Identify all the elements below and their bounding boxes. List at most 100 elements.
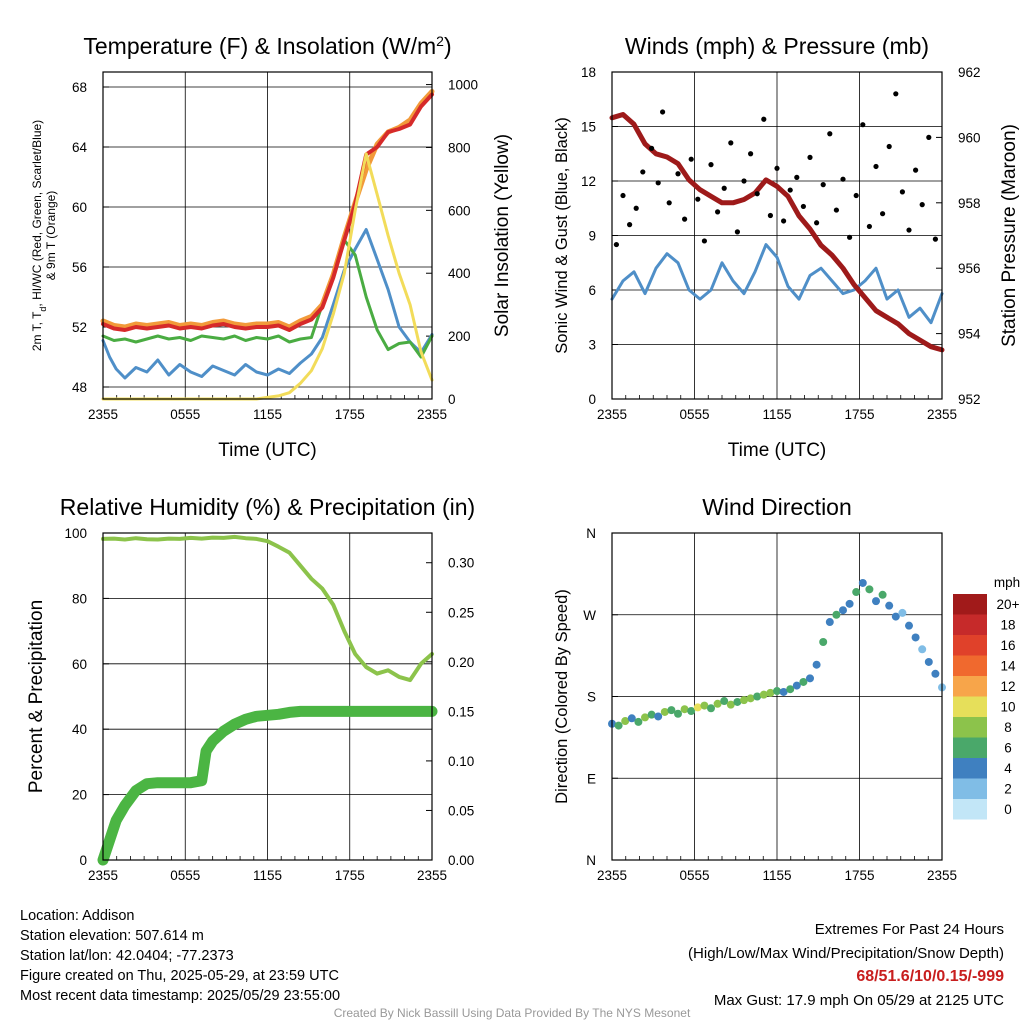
y-tick-label: 40: [72, 722, 87, 737]
extremes-info: Extremes For Past 24 Hours (High/Low/Max…: [688, 918, 1004, 1012]
gust-point: [767, 212, 774, 219]
direction-point: [621, 717, 630, 726]
wind-series-line: [609, 112, 945, 353]
y-tick-label: 48: [72, 380, 87, 395]
legend-swatch: [953, 696, 987, 717]
direction-point: [733, 697, 742, 706]
legend-swatch: [953, 635, 987, 656]
gust-point: [800, 203, 807, 210]
gust-point: [715, 209, 721, 215]
legend-label: 0: [1004, 802, 1012, 817]
gust-point: [666, 200, 672, 206]
y2-tick-label: 0.05: [448, 803, 474, 818]
gust-point: [913, 167, 919, 173]
direction-point: [885, 601, 894, 610]
gust-point: [814, 220, 820, 226]
gust-point: [906, 227, 912, 233]
y2-tick-label: 200: [448, 329, 471, 344]
temp-ylabel-line1: 2m T, Td, HI/WC (Red, Green, Scarlet/Blu…: [30, 120, 48, 351]
direction-point: [687, 707, 696, 716]
dir-ylabel: Direction (Colored By Speed): [553, 589, 571, 804]
temp-frame: [102, 71, 433, 400]
direction-point: [858, 578, 867, 587]
direction-point: [726, 700, 735, 709]
rh-ylabel: Percent & Precipitation: [26, 600, 47, 793]
x-tick-label: 2355: [417, 868, 447, 883]
legend-label: 12: [1000, 679, 1015, 694]
gust-point: [728, 140, 734, 146]
direction-point: [878, 590, 887, 599]
y2-tick-label: 1000: [448, 78, 478, 93]
legend-swatch: [953, 737, 987, 758]
y-tick-label: 3: [588, 338, 596, 353]
x-tick-label: 1155: [253, 407, 282, 422]
legend-swatch: [953, 758, 987, 779]
y2-tick-label: 400: [448, 266, 471, 281]
legend-swatch: [953, 594, 987, 615]
gust-point: [774, 165, 780, 171]
x-tick-label: 1155: [762, 407, 791, 422]
direction-point: [753, 692, 762, 701]
temp-series-line: [101, 92, 434, 332]
gust-point: [899, 189, 906, 195]
gust-point: [886, 143, 892, 150]
station-info: Location: Addison Station elevation: 507…: [20, 906, 340, 1006]
direction-point: [634, 717, 643, 726]
direction-point: [891, 612, 900, 621]
x-tick-label: 2355: [927, 868, 957, 883]
legend-label: 8: [1004, 720, 1012, 735]
wind-series-line: [610, 243, 944, 325]
direction-point: [924, 657, 933, 666]
direction-point: [812, 660, 821, 669]
x-tick-label: 0555: [170, 868, 200, 883]
gust-point: [840, 176, 846, 182]
direction-point: [660, 707, 669, 716]
direction-point: [786, 685, 795, 694]
y-tick-label: 6: [588, 283, 596, 298]
temp-series-line: [101, 238, 434, 359]
x-tick-label: 2355: [88, 407, 118, 422]
y2-tick-label: 0.15: [448, 704, 474, 719]
direction-point: [759, 690, 768, 699]
rh-series-line: [97, 705, 438, 866]
legend-swatch: [953, 799, 987, 820]
y2-tick-label: 0.10: [448, 754, 474, 769]
gust-point: [741, 178, 747, 184]
x-tick-label: 0555: [679, 868, 709, 883]
gust-point: [847, 234, 853, 240]
x-tick-label: 1755: [335, 407, 365, 422]
gust-point: [893, 91, 899, 97]
gust-point: [655, 180, 661, 186]
y2-tick-label: 0.00: [448, 853, 474, 868]
gust-point: [695, 196, 701, 202]
direction-point: [766, 688, 775, 697]
direction-point: [641, 713, 649, 722]
legend-swatch: [953, 676, 987, 697]
legend-label: 16: [1000, 638, 1015, 653]
temp-ylabel-line2: & 9m T (Orange): [44, 191, 58, 281]
gust-point: [807, 154, 813, 160]
direction-point: [779, 687, 788, 696]
direction-point: [614, 721, 623, 730]
elevation-line: Station elevation: 507.614 m: [20, 928, 204, 944]
wind-y2label: Station Pressure (Maroon): [999, 124, 1020, 347]
legend-label: 4: [1004, 761, 1012, 776]
direction-point: [898, 608, 907, 617]
gust-point: [860, 122, 866, 128]
gust-point: [761, 116, 767, 122]
gust-point: [675, 171, 681, 177]
direction-point: [654, 712, 663, 721]
wind-chart: 2355 0555 1155 1755 235503691215189529549569…: [553, 33, 1020, 461]
direction-point: [700, 701, 709, 710]
y-tick-label: 20: [72, 788, 87, 803]
temp-title: Temperature (F) & Insolation (W/m2): [83, 33, 451, 59]
direction-point: [627, 714, 636, 723]
direction-point: [918, 645, 927, 654]
direction-point: [799, 677, 808, 686]
gust-point: [613, 241, 620, 248]
gust-point: [794, 174, 800, 180]
y-tick-label: 9: [588, 229, 596, 244]
extremes-values: 68/51.6/10/0.15/-999: [856, 968, 1004, 985]
y-tick-label: 0: [79, 853, 87, 868]
x-tick-label: 2355: [927, 407, 957, 422]
